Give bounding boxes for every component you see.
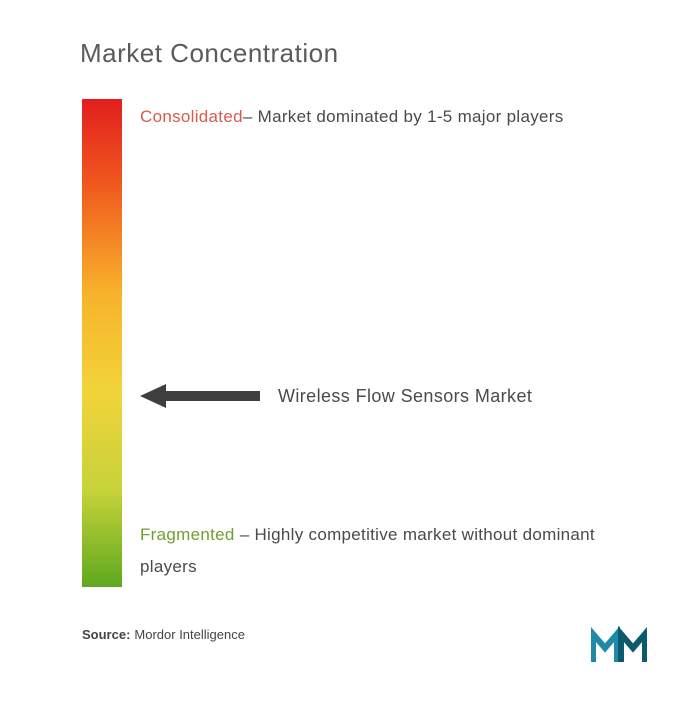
consolidated-rest: – Market dominated by 1-5 major players (243, 107, 564, 126)
market-pointer: Wireless Flow Sensors Market (140, 382, 635, 410)
consolidated-label: Consolidated– Market dominated by 1-5 ma… (140, 101, 625, 133)
mordor-logo-icon (591, 626, 647, 666)
page-title: Market Concentration (80, 38, 635, 69)
concentration-chart: Consolidated– Market dominated by 1-5 ma… (82, 99, 635, 589)
market-name: Wireless Flow Sensors Market (278, 386, 532, 407)
gradient-bar (82, 99, 122, 587)
infographic-container: Market Concentration Consolidated– Marke… (0, 0, 685, 720)
fragmented-lead: Fragmented (140, 525, 235, 544)
source-attribution: Source: Mordor Intelligence (82, 627, 245, 642)
fragmented-label: Fragmented – Highly competitive market w… (140, 519, 625, 584)
consolidated-lead: Consolidated (140, 107, 243, 126)
source-text: Mordor Intelligence (134, 627, 245, 642)
source-label: Source: (82, 627, 130, 642)
arrow-left-icon (140, 382, 260, 410)
annotation-column: Consolidated– Market dominated by 1-5 ma… (140, 99, 635, 589)
